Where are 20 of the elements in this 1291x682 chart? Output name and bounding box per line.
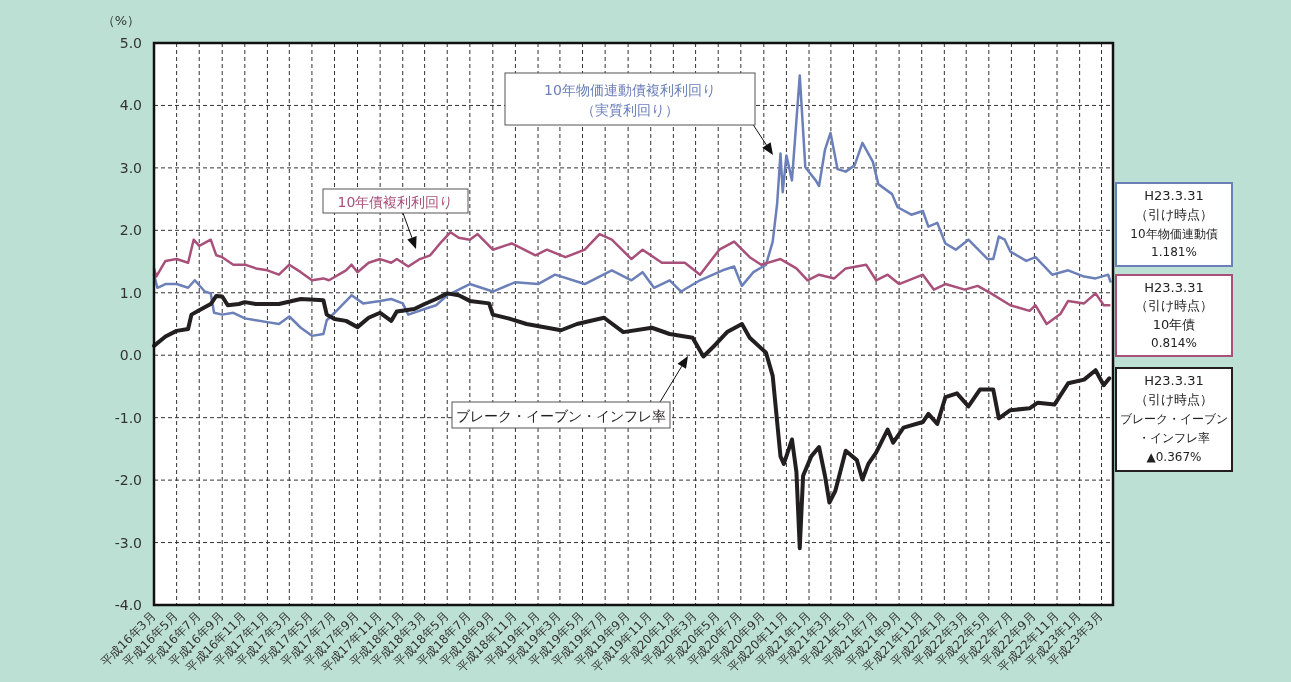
y-tick-label: 1.0 [119,284,142,301]
y-tick-label: 5.0 [119,35,142,51]
y-tick-label: -2.0 [114,472,142,489]
y-tick-label: 4.0 [119,97,142,114]
y-tick-label: 3.0 [119,159,142,176]
text: H23.3.31（引け時点）10年物価連動債1.181% [1130,188,1218,260]
line-series [152,74,1112,338]
y-tick-label: 0.0 [119,347,142,364]
line-series [152,291,1112,551]
text: H23.3.31（引け時点）10年債0.814% [1135,280,1213,350]
annotation: ブレーク・イーブン・インフレ率 [456,408,666,424]
y-tick-label: -3.0 [114,534,142,551]
annotation: 10年物価連動債複利利回り（実質利回り） [544,82,716,118]
y-tick-label: -4.0 [114,597,142,613]
annotation: 10年債複利利回り [337,194,454,210]
y-axis-title: （%） [101,13,140,28]
line-series [152,230,1111,326]
y-tick-label: -1.0 [114,409,142,426]
text: H23.3.31（引け時点）ブレーク・イーブン・インフレ率▲0.367% [1120,373,1228,464]
y-tick-label: 2.0 [119,222,142,239]
